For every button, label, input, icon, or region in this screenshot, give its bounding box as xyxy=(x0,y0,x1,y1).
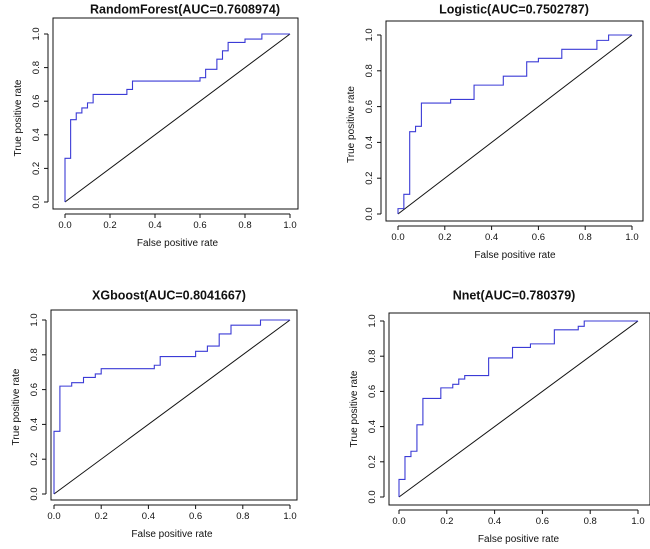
x-tick-label: 0.2 xyxy=(103,220,116,231)
reference-diagonal-line xyxy=(397,34,633,215)
y-tick-label: 0.2 xyxy=(31,162,42,175)
x-tick-label: 0.2 xyxy=(95,511,108,522)
x-tick-label: 0.8 xyxy=(238,220,251,231)
y-axis-label: True positive rate xyxy=(13,79,24,156)
x-axis-label: False positive rate xyxy=(137,238,219,249)
y-tick-label: 0.4 xyxy=(31,128,42,141)
reference-diagonal-line xyxy=(64,33,291,203)
y-tick-label: 0.0 xyxy=(31,195,42,208)
y-tick-label: 0.4 xyxy=(364,136,375,149)
plot-frame xyxy=(52,17,299,210)
y-tick-label: 0.6 xyxy=(367,385,378,398)
y-tick-label: 0.4 xyxy=(367,420,378,433)
y-tick-label: 0.8 xyxy=(29,348,40,361)
chart-title: XGboost(AUC=0.8041667) xyxy=(92,288,246,302)
y-axis-label: True positive rate xyxy=(346,86,357,163)
x-tick-label: 0.0 xyxy=(58,220,71,231)
y-tick-label: 0.2 xyxy=(367,455,378,468)
roc-panel-1: RandomForest(AUC=0.7608974) 0.0 0.2 0.4 0.6 0… xyxy=(13,2,299,249)
y-axis-label: True positive rate xyxy=(349,370,360,447)
roc-panel-3: XGboost(AUC=0.8041667) 0.0 0.2 0.4 0.6 0.8 1.0… xyxy=(11,288,298,540)
x-tick-label: 0.4 xyxy=(148,220,161,231)
x-tick-label: 0.6 xyxy=(536,516,549,527)
chart-title: RandomForest(AUC=0.7608974) xyxy=(90,2,280,16)
x-tick-label: 0.0 xyxy=(391,232,404,243)
x-tick-label: 0.0 xyxy=(392,516,405,527)
y-tick-label: 0.0 xyxy=(367,490,378,503)
y-tick-label: 0.2 xyxy=(364,172,375,185)
plot-frame xyxy=(50,309,298,501)
x-tick-label: 0.6 xyxy=(532,232,545,243)
y-tick-label: 0.6 xyxy=(364,100,375,113)
y-tick-label: 1.0 xyxy=(29,313,40,326)
x-tick-label: 1.0 xyxy=(283,511,296,522)
x-tick-label: 0.8 xyxy=(584,516,597,527)
plot-frame xyxy=(388,312,650,506)
x-tick-label: 0.8 xyxy=(579,232,592,243)
chart-title: Nnet(AUC=0.780379) xyxy=(453,288,576,302)
y-tick-label: 0.6 xyxy=(31,95,42,108)
x-axis-label: False positive rate xyxy=(131,529,213,540)
roc-curve xyxy=(64,33,290,202)
x-tick-label: 0.6 xyxy=(189,511,202,522)
x-tick-label: 0.2 xyxy=(438,232,451,243)
reference-diagonal-line xyxy=(398,320,639,498)
chart-title: Logistic(AUC=0.7502787) xyxy=(439,2,589,16)
x-tick-label: 0.8 xyxy=(236,511,249,522)
y-tick-label: 1.0 xyxy=(367,314,378,327)
roc-panel-2: Logistic(AUC=0.7502787) 0.0 0.2 0.4 0.6 0.8 1.… xyxy=(346,2,644,261)
x-tick-label: 0.4 xyxy=(485,232,498,243)
x-tick-label: 0.4 xyxy=(142,511,155,522)
y-tick-label: 0.8 xyxy=(367,350,378,363)
x-tick-label: 1.0 xyxy=(625,232,638,243)
y-tick-label: 1.0 xyxy=(364,28,375,41)
roc-curve xyxy=(397,34,632,214)
x-tick-label: 0.2 xyxy=(440,516,453,527)
y-tick-label: 0.8 xyxy=(31,61,42,74)
y-tick-label: 1.0 xyxy=(31,27,42,40)
x-tick-label: 0.6 xyxy=(193,220,206,231)
y-tick-label: 0.6 xyxy=(29,383,40,396)
x-tick-label: 1.0 xyxy=(283,220,296,231)
roc-curve xyxy=(398,320,638,497)
y-tick-label: 0.0 xyxy=(29,487,40,500)
y-tick-label: 0.4 xyxy=(29,418,40,431)
x-tick-label: 1.0 xyxy=(631,516,644,527)
x-tick-label: 0.0 xyxy=(47,511,60,522)
reference-diagonal-line xyxy=(53,319,291,495)
y-tick-label: 0.2 xyxy=(29,453,40,466)
y-tick-label: 0.0 xyxy=(364,207,375,220)
roc-curve xyxy=(53,319,290,494)
roc-panel-4: Nnet(AUC=0.780379) 0.0 0.2 0.4 0.6 0.8 1.0 0.0 0… xyxy=(349,288,650,545)
x-axis-label: False positive rate xyxy=(478,534,560,545)
y-axis-label: True positive rate xyxy=(11,368,22,445)
x-axis-label: False positive rate xyxy=(474,250,556,261)
x-tick-label: 0.4 xyxy=(488,516,501,527)
plot-frame xyxy=(385,20,644,222)
y-tick-label: 0.8 xyxy=(364,64,375,77)
